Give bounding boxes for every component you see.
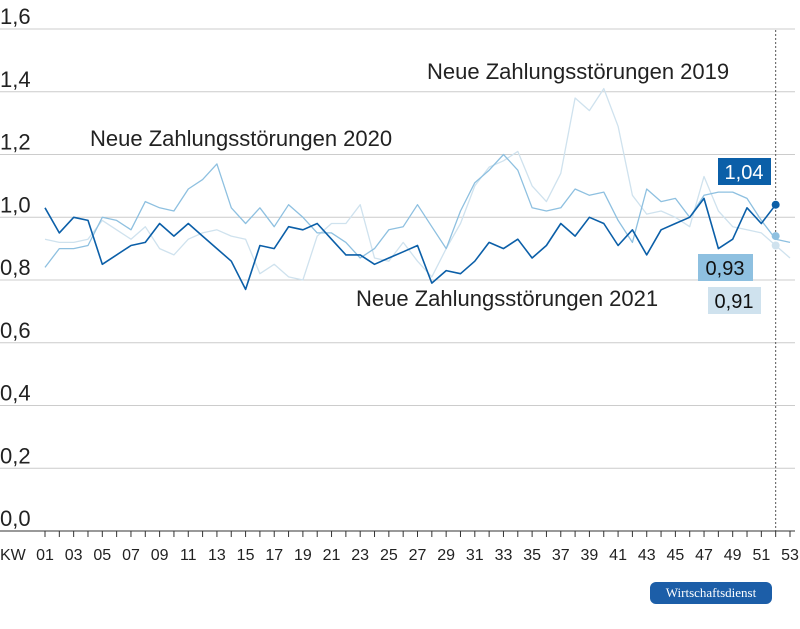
x-tick-label: 23 bbox=[351, 547, 369, 564]
x-tick-label: 35 bbox=[523, 547, 541, 564]
series-line-2020 bbox=[44, 153, 791, 268]
value-label-2021: 1,04 bbox=[725, 162, 764, 184]
y-tick-label: 1,2 bbox=[0, 130, 31, 155]
end-marker-2019 bbox=[771, 241, 780, 250]
value-label-2019: 0,91 bbox=[715, 291, 754, 313]
x-axis: KW 01 03 05 07 09 11 13 15 17 19 21 23 25 27 29 31 33 35 3… bbox=[0, 531, 799, 564]
x-tick-label: 47 bbox=[695, 547, 713, 564]
x-tick-label: 37 bbox=[552, 547, 570, 564]
y-axis: 0,0 0,2 0,4 0,6 0,8 1,0 1,2 1,4 1,6 bbox=[0, 4, 31, 531]
series-label-2021: Neue Zahlungsstörungen 2021 bbox=[356, 286, 658, 311]
y-tick-label: 0,2 bbox=[0, 443, 31, 468]
value-badge-2019: 0,91 bbox=[708, 287, 761, 314]
end-marker-2020 bbox=[771, 232, 780, 241]
end-markers bbox=[771, 200, 780, 250]
value-label-2020: 0,93 bbox=[706, 258, 745, 280]
grid-lines bbox=[0, 28, 795, 532]
x-tick-label: 27 bbox=[409, 547, 427, 564]
x-tick-label: 43 bbox=[638, 547, 656, 564]
y-tick-label: 0,6 bbox=[0, 318, 31, 343]
x-tick-label: 13 bbox=[208, 547, 226, 564]
x-tick-label: 11 bbox=[180, 547, 197, 564]
x-tick-label: 17 bbox=[265, 547, 283, 564]
x-tick-label: 01 bbox=[36, 547, 54, 564]
series-label-2019: Neue Zahlungsstörungen 2019 bbox=[427, 59, 729, 84]
x-tick-label: 53 bbox=[781, 547, 799, 564]
x-tick-label: 25 bbox=[380, 547, 398, 564]
series-lines bbox=[44, 87, 791, 291]
x-tick-label: 49 bbox=[724, 547, 742, 564]
end-marker-2021 bbox=[771, 200, 780, 209]
y-tick-label: 1,0 bbox=[0, 192, 31, 217]
y-tick-label: 0,4 bbox=[0, 381, 31, 406]
series-line-2019 bbox=[44, 87, 791, 281]
series-label-2020: Neue Zahlungsstörungen 2020 bbox=[90, 126, 392, 151]
x-tick-label: 29 bbox=[437, 547, 455, 564]
x-tick-label: 19 bbox=[294, 547, 312, 564]
x-tick-label: 51 bbox=[752, 547, 770, 564]
x-tick-label: 21 bbox=[323, 547, 341, 564]
value-badge-2020: 0,93 bbox=[698, 254, 753, 281]
x-tick-label: 39 bbox=[581, 547, 599, 564]
x-tick-label: 15 bbox=[237, 547, 255, 564]
wirtschaftsdienst-logo: Wirtschaftsdienst bbox=[650, 582, 772, 604]
y-tick-label: 0,8 bbox=[0, 255, 31, 280]
x-tick-label: 03 bbox=[65, 547, 83, 564]
x-tick-label: 33 bbox=[495, 547, 513, 564]
x-tick-label: 09 bbox=[151, 547, 169, 564]
x-tick-label: 31 bbox=[466, 547, 484, 564]
y-tick-label: 0,0 bbox=[0, 506, 31, 531]
value-badge-2021: 1,04 bbox=[718, 158, 771, 185]
y-tick-label: 1,4 bbox=[0, 67, 31, 92]
x-tick-label: 05 bbox=[93, 547, 111, 564]
x-tick-label: 45 bbox=[666, 547, 684, 564]
x-tick-label: 07 bbox=[122, 547, 140, 564]
y-tick-label: 1,6 bbox=[0, 4, 31, 29]
series-line-2021 bbox=[44, 197, 777, 291]
x-tick-label: 41 bbox=[609, 547, 627, 564]
x-axis-label: KW bbox=[0, 547, 27, 564]
